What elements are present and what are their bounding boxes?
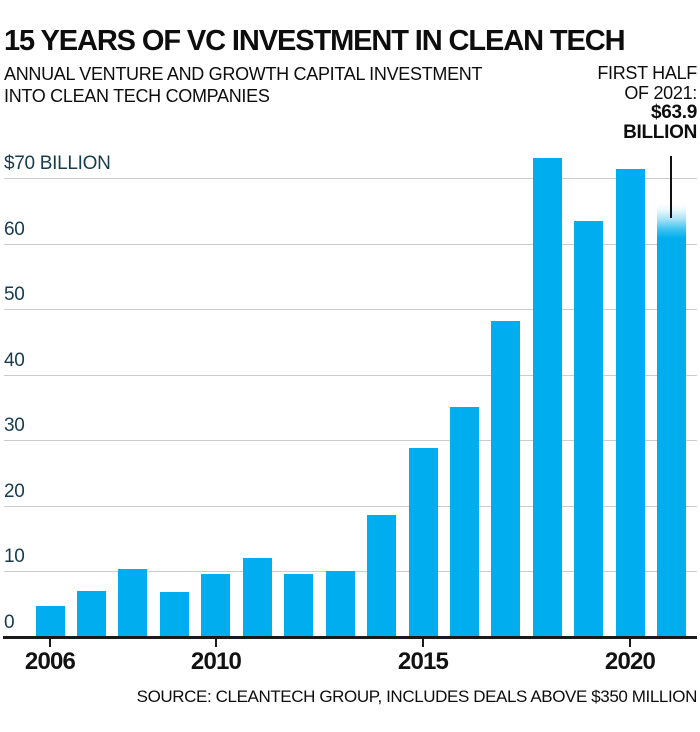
bar-2007: [76, 591, 106, 637]
gridline-20: [4, 506, 697, 507]
x-tick-label-2015: 2015: [397, 648, 449, 675]
x-tick-2006: [49, 638, 51, 647]
partial-year-annotation: FIRST HALF OF 2021: $63.9 BILLION: [597, 63, 697, 143]
bar-2017: [491, 321, 521, 637]
y-axis-label: 20: [4, 481, 25, 502]
bar-2014: [367, 515, 397, 637]
x-axis-line: [3, 636, 697, 639]
y-axis-label: $70 BILLION: [4, 153, 111, 174]
bar-2009: [159, 592, 189, 637]
x-tick-label-2010: 2010: [190, 648, 242, 675]
annotation-pointer-line: [670, 156, 672, 218]
annotation-unit: BILLION: [623, 122, 697, 143]
y-axis-label: 60: [4, 219, 25, 240]
annotation-value: $63.9: [650, 102, 697, 123]
chart-subtitle-line2: INTO CLEAN TECH COMPANIES: [4, 86, 270, 106]
bar-2006: [35, 606, 65, 637]
y-axis-label: 40: [4, 350, 25, 371]
y-axis-label: 30: [4, 415, 25, 436]
bar-2019: [574, 221, 604, 637]
bar-2008: [118, 569, 148, 637]
bar-2010: [201, 574, 231, 637]
y-axis-label: 10: [4, 546, 25, 567]
y-axis-label: 0: [4, 612, 15, 633]
bar-2018: [532, 158, 562, 637]
gridline-70billion: [4, 178, 697, 179]
bar-2016: [450, 407, 479, 637]
bar-2015: [408, 448, 438, 637]
source-note: SOURCE: CLEANTECH GROUP, INCLUDES DEALS …: [136, 687, 698, 706]
x-tick-2020: [629, 638, 631, 647]
bar-2012: [284, 574, 314, 637]
chart-subtitle: ANNUAL VENTURE AND GROWTH CAPITAL INVEST…: [4, 63, 483, 107]
y-axis-label: 50: [4, 284, 25, 305]
x-tick-label-2006: 2006: [24, 648, 76, 675]
annotation-line1: FIRST HALF: [597, 63, 697, 83]
x-tick-label-2020: 2020: [604, 648, 656, 675]
bar-2021: [657, 204, 687, 637]
gridline-60: [4, 244, 697, 245]
x-tick-2010: [215, 638, 217, 647]
gridline-30: [4, 440, 697, 441]
bar-2011: [242, 558, 272, 637]
x-tick-2015: [422, 638, 424, 647]
gridline-50: [4, 309, 697, 310]
annotation-line2: OF 2021:: [624, 83, 697, 103]
gridline-40: [4, 375, 697, 376]
chart-subtitle-line1: ANNUAL VENTURE AND GROWTH CAPITAL INVEST…: [4, 64, 483, 84]
chart-title: 15 YEARS OF VC INVESTMENT IN CLEAN TECH: [4, 25, 626, 57]
bar-2020: [615, 169, 645, 637]
bar-2013: [325, 571, 355, 637]
